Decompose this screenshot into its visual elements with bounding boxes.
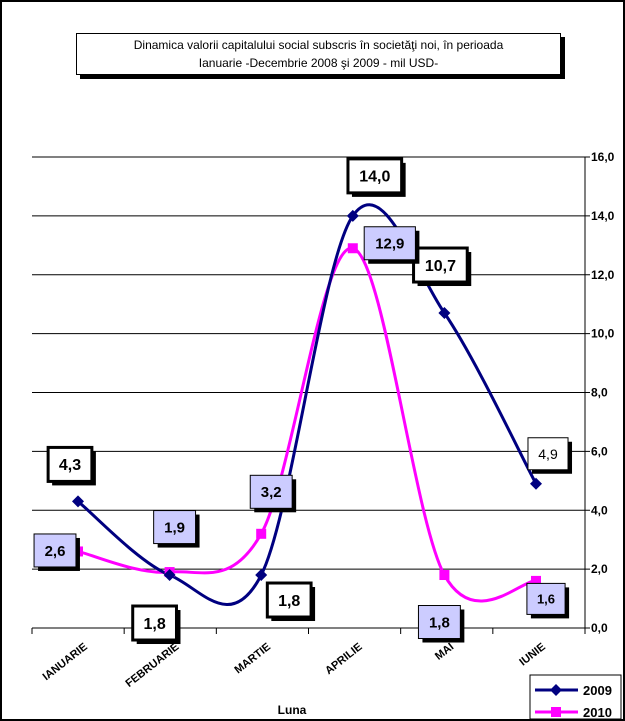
legend-marker-2009	[550, 684, 562, 696]
data-label-box	[527, 437, 569, 471]
y-tick-labels: 0,0 2,0 4,0 6,0 8,0 10,0 12,0 14,0 16,0	[585, 150, 615, 635]
data-label-2009: 4,3	[46, 445, 96, 486]
y-tick-label: 2,0	[591, 562, 608, 576]
data-label-text: 1,9	[164, 519, 185, 536]
legend-label-2009: 2009	[583, 683, 612, 698]
data-labels: 4,3 1,8 1,8 14,0 10,7 4,9 2,6 1,9 3,2 12,9 1,8 1,6	[33, 157, 573, 645]
chart-title-line-1: Dinamica valorii capitalului social subs…	[133, 38, 504, 52]
data-label-2010: 1,8	[417, 605, 465, 643]
marker-2009	[163, 569, 176, 582]
data-label-box	[249, 474, 293, 509]
data-label-text: 2,6	[45, 543, 66, 560]
y-tick-label: 6,0	[591, 444, 608, 458]
chart-title-line-2: Ianuarie -Decembrie 2008 şi 2009 - mil U…	[198, 56, 439, 70]
data-label-2010: 3,2	[249, 474, 297, 513]
data-label-box	[46, 445, 94, 483]
marker-2010	[439, 570, 450, 581]
data-label-2010: 2,6	[33, 533, 80, 571]
data-label-text: 1,6	[537, 592, 555, 607]
y-tick-label: 0,0	[591, 621, 608, 635]
data-label-text: 4,9	[538, 446, 558, 462]
marker-2009	[438, 307, 451, 320]
legend: 2009 2010	[529, 674, 622, 720]
marker-2010	[531, 575, 541, 586]
data-label-2009: 14,0	[346, 157, 406, 197]
data-label-2010: 1,6	[526, 582, 570, 619]
marker-2009	[255, 569, 268, 582]
marker-2009	[72, 495, 84, 508]
data-label-box	[153, 510, 197, 545]
marker-2009	[530, 477, 542, 490]
data-label-2009: 10,7	[412, 246, 472, 287]
chart-title: Dinamica valorii capitalului social subs…	[76, 33, 561, 75]
y-tick-label: 4,0	[591, 503, 608, 517]
data-label-box	[417, 605, 461, 640]
data-label-2009: 4,9	[527, 437, 573, 474]
y-tick-label: 12,0	[591, 268, 615, 282]
x-axis-title: Luna	[278, 703, 307, 717]
y-tick-label: 14,0	[591, 209, 615, 223]
data-label-text: 3,2	[261, 484, 282, 501]
marker-2009	[346, 209, 359, 222]
data-label-2009: 1,8	[265, 581, 316, 622]
grid-lines	[32, 156, 585, 570]
legend-marker-2010	[551, 707, 561, 717]
data-label-text: 1,8	[278, 593, 300, 610]
legend-label-2010: 2010	[583, 705, 612, 720]
data-label-box	[412, 246, 469, 284]
y-tick-label: 8,0	[591, 386, 608, 400]
data-label-text: 1,8	[429, 614, 450, 631]
marker-2010	[256, 528, 267, 539]
data-label-box	[265, 581, 313, 619]
data-label-text: 10,7	[425, 258, 456, 275]
data-label-box	[346, 157, 404, 195]
data-label-text: 1,8	[143, 616, 165, 633]
data-label-2009: 1,8	[131, 604, 181, 645]
data-label-text: 14,0	[359, 169, 390, 186]
data-label-text: 12,9	[375, 236, 404, 253]
data-label-box	[363, 226, 416, 261]
data-label-2010: 12,9	[363, 226, 420, 264]
data-label-2010: 1,9	[153, 510, 200, 548]
data-label-box	[526, 582, 566, 615]
y-tick-label: 16,0	[591, 150, 615, 164]
data-label-box	[33, 533, 77, 568]
data-label-text: 4,3	[59, 457, 81, 474]
data-label-box	[131, 604, 178, 642]
y-tick-label: 10,0	[591, 327, 615, 341]
marker-2010	[347, 243, 358, 254]
